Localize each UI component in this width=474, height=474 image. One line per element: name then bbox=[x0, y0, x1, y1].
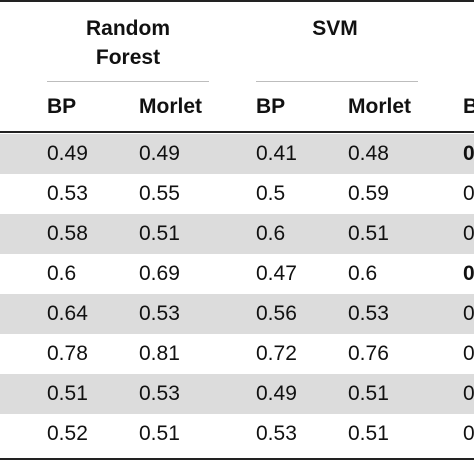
table-cell: 0.64 bbox=[47, 302, 88, 325]
group-header-svm: SVM bbox=[290, 14, 380, 43]
table-body: 0.49 0.49 0.41 0.48 0 0.53 0.55 0.5 0.59 0 0.58 0.5… bbox=[0, 134, 474, 454]
table-cell: 0.51 bbox=[348, 222, 389, 245]
table-cell: 0.72 bbox=[256, 342, 297, 365]
table-row: 0.51 0.53 0.49 0.51 0 bbox=[0, 374, 474, 414]
table-row: 0.78 0.81 0.72 0.76 0 bbox=[0, 334, 474, 374]
column-header: BP bbox=[256, 95, 286, 118]
table-cell: 0.56 bbox=[256, 302, 297, 325]
column-header: Morlet bbox=[139, 95, 202, 118]
top-rule bbox=[0, 0, 474, 2]
table-cell: 0 bbox=[463, 382, 474, 405]
table-cell: 0.58 bbox=[47, 222, 88, 245]
table-cell: 0.53 bbox=[139, 382, 180, 405]
table-cell: 0.51 bbox=[47, 382, 88, 405]
header-rule bbox=[0, 131, 474, 133]
table-row: 0.53 0.55 0.5 0.59 0 bbox=[0, 174, 474, 214]
table-cell: 0 bbox=[463, 422, 474, 445]
table-cell: 0.76 bbox=[348, 342, 389, 365]
table-row: 0.58 0.51 0.6 0.51 0 bbox=[0, 214, 474, 254]
column-header: BP bbox=[47, 95, 77, 118]
table-cell: 0 bbox=[463, 342, 474, 365]
table-cell: 0.51 bbox=[348, 422, 389, 445]
table-cell: 0.51 bbox=[139, 222, 180, 245]
table-cell: 0 bbox=[463, 262, 474, 285]
table-cell: 0.81 bbox=[139, 342, 180, 365]
group-header-random-forest: Random Forest bbox=[72, 14, 184, 72]
group-title-line: SVM bbox=[312, 17, 358, 40]
group-rule-svm bbox=[256, 81, 418, 82]
table-cell: 0.53 bbox=[348, 302, 389, 325]
table-cell: 0.6 bbox=[256, 222, 286, 245]
table-cell: 0 bbox=[463, 302, 474, 325]
table-cell: 0.6 bbox=[348, 262, 378, 285]
table-cell: 0.55 bbox=[139, 182, 180, 205]
table-cell: 0.53 bbox=[47, 182, 88, 205]
bottom-rule bbox=[0, 458, 474, 460]
table-cell: 0.51 bbox=[139, 422, 180, 445]
table-row: 0.52 0.51 0.53 0.51 0 bbox=[0, 414, 474, 454]
table-cell: 0 bbox=[463, 142, 474, 165]
table-row: 0.64 0.53 0.56 0.53 0 bbox=[0, 294, 474, 334]
table-cell: 0.53 bbox=[139, 302, 180, 325]
group-title-line: Random bbox=[86, 17, 170, 40]
table-cell: 0 bbox=[463, 182, 474, 205]
table-cell: 0.51 bbox=[348, 382, 389, 405]
table-row: 0.49 0.49 0.41 0.48 0 bbox=[0, 134, 474, 174]
table-cell: 0.69 bbox=[139, 262, 180, 285]
table-cell: 0.78 bbox=[47, 342, 88, 365]
table-cell: 0.53 bbox=[256, 422, 297, 445]
group-title-line: Forest bbox=[95, 46, 161, 69]
column-header: B bbox=[463, 95, 474, 118]
table-cell: 0.52 bbox=[47, 422, 88, 445]
column-header: Morlet bbox=[348, 95, 411, 118]
table-cell: 0.49 bbox=[256, 382, 297, 405]
group-rule-random-forest bbox=[47, 81, 209, 82]
table-cell: 0.49 bbox=[47, 142, 88, 165]
table-cell: 0.48 bbox=[348, 142, 389, 165]
table-cell: 0.5 bbox=[256, 182, 286, 205]
table-cell: 0.47 bbox=[256, 262, 297, 285]
table-row: 0.6 0.69 0.47 0.6 0 bbox=[0, 254, 474, 294]
table-cell: 0.41 bbox=[256, 142, 297, 165]
table-cell: 0.6 bbox=[47, 262, 77, 285]
table-cell: 0.59 bbox=[348, 182, 389, 205]
table-cell: 0.49 bbox=[139, 142, 180, 165]
table-cell: 0 bbox=[463, 222, 474, 245]
